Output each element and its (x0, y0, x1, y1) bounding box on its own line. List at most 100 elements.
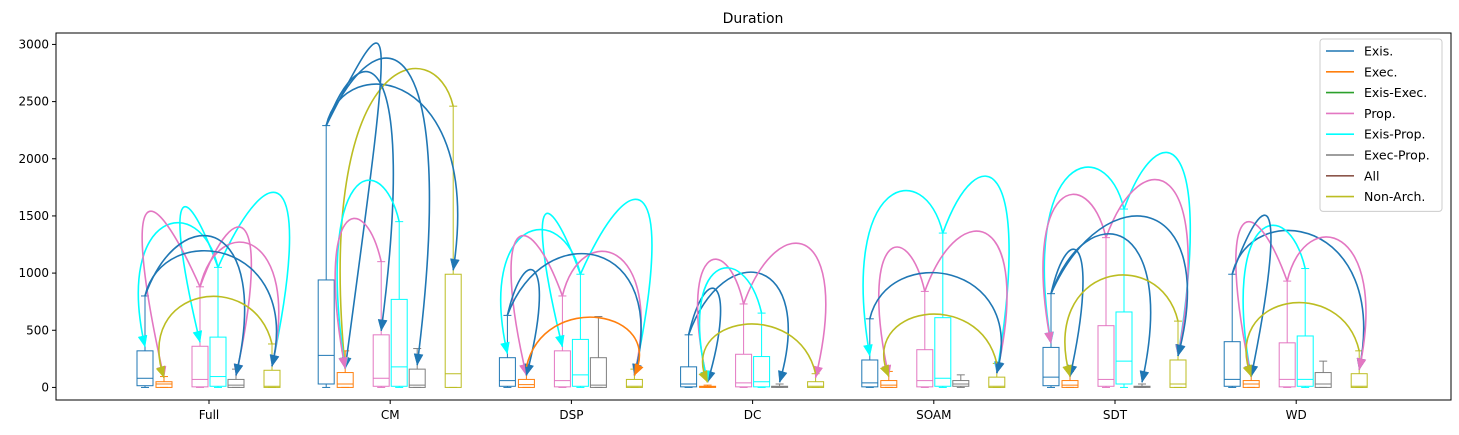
arrow-cm-prop-to-exec (334, 217, 382, 370)
arrow-dsp-exec-to-non-arch (525, 316, 644, 377)
arrow-soam-exis-prop-to-exis (862, 189, 944, 357)
legend-item-all: All (1326, 168, 1380, 183)
arrow-head (413, 353, 424, 366)
arrow-head (1176, 343, 1186, 357)
legend-label: Prop. (1364, 106, 1396, 121)
arrow-curve (217, 191, 291, 367)
box-body (861, 359, 879, 388)
y-tick-label: 2000 (18, 152, 49, 166)
box-group-wd (1223, 268, 1368, 388)
box-body (753, 356, 771, 388)
box-body (336, 372, 354, 388)
legend-box (1319, 38, 1443, 212)
x-tick-label-sdt: SDT (1103, 408, 1128, 422)
legend-label: Exec-Prop. (1364, 148, 1430, 163)
box-body (191, 345, 209, 388)
box-sdt-exec-prop (1133, 383, 1151, 388)
box-body (444, 273, 462, 388)
arrow-head (995, 360, 1005, 374)
arrow-curve (336, 179, 400, 369)
arrow-full-prop-to-exec (141, 210, 201, 379)
legend-label: All (1364, 168, 1380, 183)
arrow-curve (1105, 178, 1189, 357)
box-dc-exec (699, 384, 717, 388)
arrow-soam-prop-to-non-arch (924, 230, 1008, 374)
arrow-head (269, 354, 280, 367)
arrow-curve (1050, 233, 1152, 383)
box-body (209, 336, 227, 387)
arrow-curve (924, 230, 1008, 374)
x-tick-label-dsp: DSP (559, 408, 583, 422)
y-tick-label: 1000 (18, 266, 49, 280)
box-body (1169, 359, 1187, 388)
box-body (680, 366, 698, 388)
box-body (735, 353, 753, 388)
legend-label: Exis-Prop. (1364, 127, 1426, 142)
box-body (263, 369, 281, 388)
box-body (1223, 341, 1241, 387)
arrow-curve (325, 57, 431, 366)
box-body (1296, 335, 1314, 387)
plot-frame (55, 32, 1452, 401)
arrow-head (778, 370, 788, 383)
arrow-curve (158, 295, 273, 378)
arrow-soam-exis-prop-to-non-arch (942, 175, 1010, 374)
box-full-exec (155, 376, 173, 388)
y-tick-label: 2500 (18, 95, 49, 109)
arrow-head (634, 363, 644, 377)
arrow-curve (1064, 274, 1179, 377)
box-body (1314, 372, 1332, 388)
arrow-soam-exis-to-non-arch (869, 271, 1005, 374)
arrow-curve (141, 210, 201, 378)
chart-title: Duration (723, 11, 784, 27)
arrow-head (192, 330, 203, 343)
box-body (807, 381, 825, 388)
x-tick-label-soam: SOAM (916, 408, 951, 422)
arrow-curve (325, 42, 383, 369)
x-tick-label-full: Full (199, 408, 220, 422)
box-dc-exis (680, 334, 698, 388)
arrow-head (137, 334, 148, 348)
legend-item-exis-prop: Exis-Prop. (1326, 127, 1426, 142)
arrow-curve (579, 198, 653, 376)
arrow-head (338, 356, 348, 370)
legend-item-prop: Prop. (1326, 106, 1396, 121)
box-dc-exec-prop (771, 383, 789, 388)
box-body (517, 378, 535, 388)
arrow-head (1242, 364, 1252, 378)
box-wd-exis-prop (1296, 268, 1314, 388)
box-sdt-exis-prop (1115, 208, 1133, 388)
arrow-curve (525, 316, 641, 376)
box-group-dc (680, 303, 825, 388)
arrow-sdt-prop-to-non-arch (1105, 178, 1189, 357)
box-body (553, 350, 571, 388)
box-cm-exis-prop (390, 221, 408, 388)
x-tick-label-wd: WD (1286, 408, 1307, 422)
box-sdt-prop (1097, 237, 1115, 388)
arrow-head (1062, 364, 1072, 378)
arrow-curve (1123, 151, 1192, 357)
y-tick-label: 500 (26, 323, 49, 337)
arrow-curve (1245, 301, 1360, 377)
box-body (1350, 373, 1368, 388)
legend-label: Non-Arch. (1364, 189, 1425, 204)
box-group-sdt (1042, 208, 1187, 388)
box-body (952, 380, 970, 387)
legend-item-exec-prop: Exec-Prop. (1326, 148, 1430, 163)
box-body (571, 338, 589, 387)
arrow-curve (701, 323, 817, 383)
arrow-head (879, 364, 890, 378)
arrow-head (698, 370, 708, 383)
arrow-dsp-prop-to-non-arch (561, 250, 642, 377)
arrow-full-exis-to-non-arch (144, 250, 280, 367)
box-body (1042, 346, 1060, 387)
arrow-head (1044, 331, 1054, 345)
arrow-curve (687, 271, 790, 383)
arrow-curve (1042, 193, 1107, 344)
arrow-sdt-non-arch-to-exec (1062, 274, 1179, 378)
arrow-curve (325, 83, 459, 271)
arrow-full-exis-prop-to-prop (179, 205, 219, 343)
arrow-head (233, 363, 244, 377)
box-body (155, 381, 173, 388)
